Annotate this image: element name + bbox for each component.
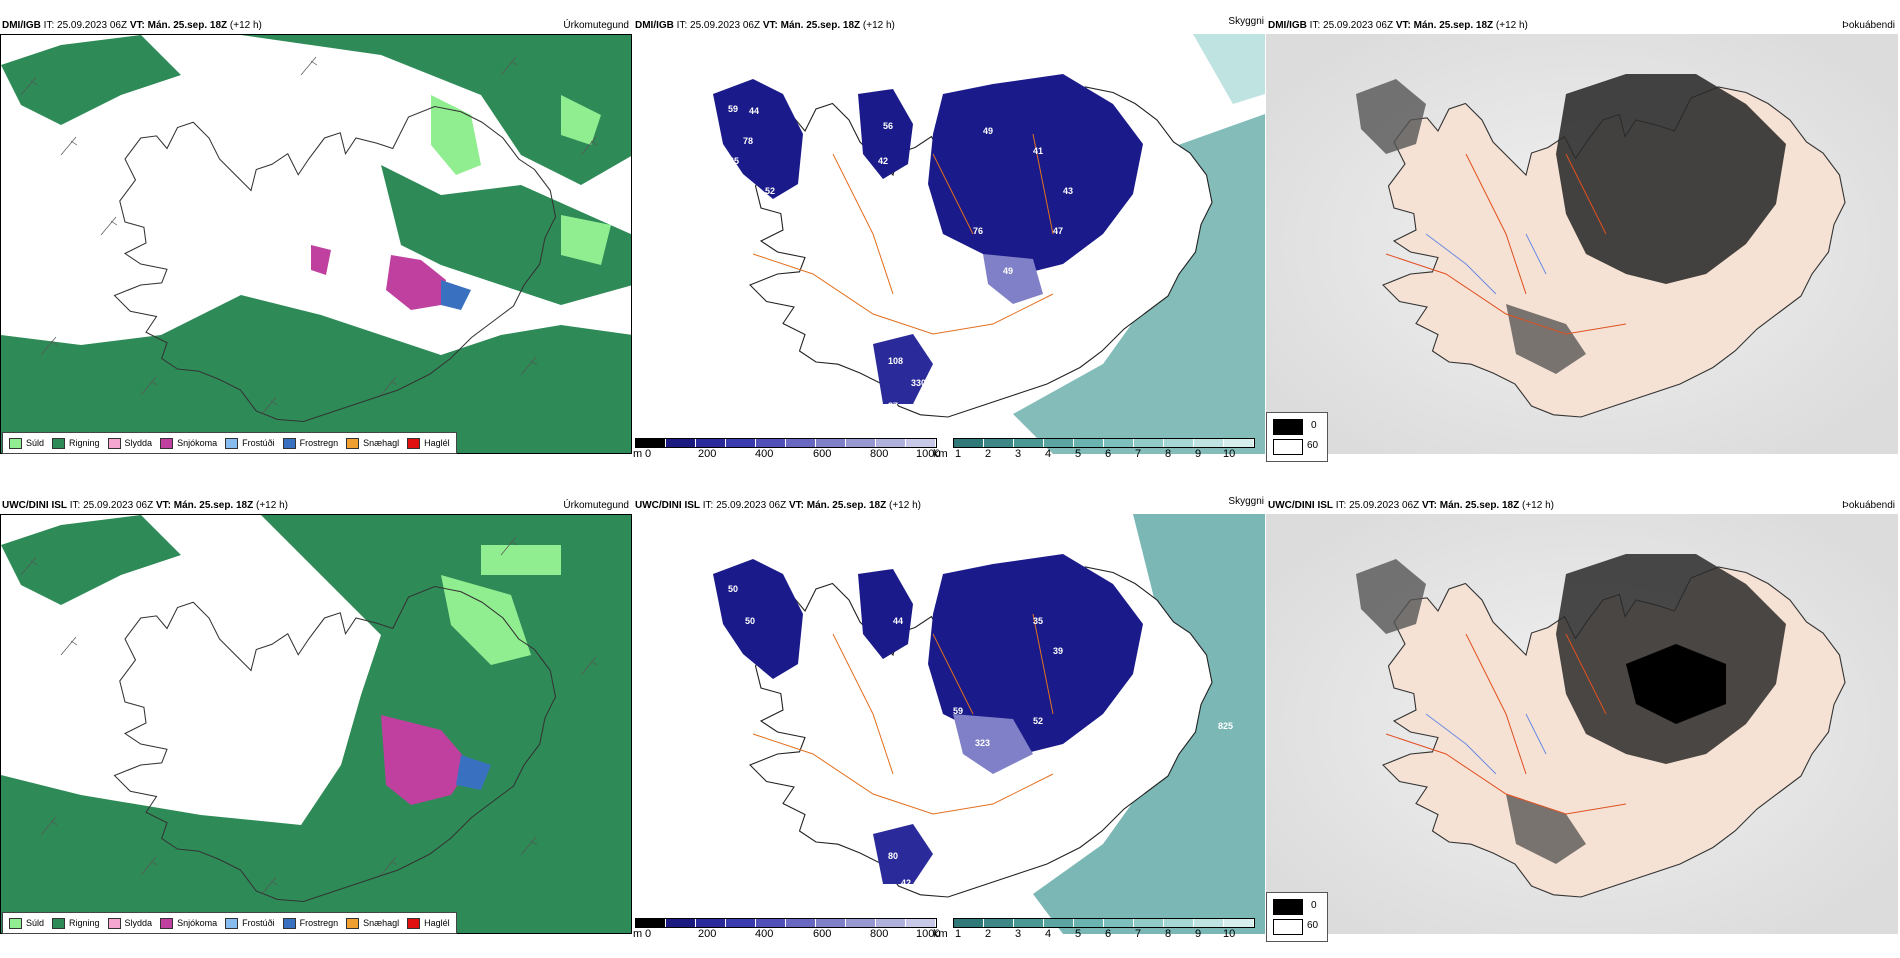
svg-text:825: 825: [1218, 721, 1233, 731]
panel-uwc-precip: UWC/DINI ISL IT: 25.09.2023 06Z VT: Mán.…: [0, 494, 633, 958]
visibility-colorbar: [953, 438, 1255, 448]
legend-item: Snjókoma: [160, 917, 217, 929]
legend-item: Súld: [9, 917, 44, 929]
legend-item: Haglél: [407, 437, 450, 449]
swatch-frostregn: [282, 437, 296, 449]
panel-uwc-cloud: UWC/DINI ISL IT: 25.09.2023 06Z VT: Mán.…: [633, 496, 1265, 940]
swatch-snjokoma: [160, 917, 174, 929]
svg-text:47: 47: [1053, 226, 1063, 236]
svg-text:42: 42: [901, 878, 911, 888]
svg-text:43: 43: [1063, 186, 1073, 196]
swatch-sudl: [9, 917, 22, 929]
visibility-colorbar: [953, 918, 1255, 928]
panel-title: DMI/IGB IT: 25.09.2023 06Z VT: Mán. 25.s…: [635, 20, 895, 31]
panel-title: UWC/DINI ISL IT: 25.09.2023 06Z VT: Mán.…: [635, 500, 921, 511]
panel-title: DMI/IGB IT: 25.09.2023 06Z VT: Mán. 25.s…: [1268, 20, 1528, 31]
panel-uwc-fog: UWC/DINI ISL IT: 25.09.2023 06Z VT: Mán.…: [1266, 494, 1899, 958]
fog-map: [1266, 514, 1898, 934]
legend-item: Haglél: [407, 917, 450, 929]
panel-field-label: Skyggni: [1228, 16, 1264, 27]
legend-item: Rigning: [52, 437, 100, 449]
swatch-slydda: [107, 437, 121, 449]
svg-text:37: 37: [888, 401, 898, 411]
precip-legend: Súld Rigning Slydda Snjókoma Frostúði Fr…: [2, 432, 457, 454]
swatch-sudl: [9, 437, 22, 449]
cloud-numbers-bottom: 50 50 44 35 39 59 323 52 80 42 825: [728, 584, 1233, 888]
legend-item: Snjókoma: [160, 437, 217, 449]
legend-item: Frostúði: [225, 917, 275, 929]
legend-item: Slydda: [107, 437, 152, 449]
swatch-snjokoma: [160, 437, 174, 449]
panel-dmi-fog: DMI/IGB IT: 25.09.2023 06Z VT: Mán. 25.s…: [1266, 14, 1899, 478]
svg-text:44: 44: [893, 616, 903, 626]
svg-text:65: 65: [729, 156, 739, 166]
svg-text:78: 78: [743, 136, 753, 146]
svg-text:59: 59: [953, 706, 963, 716]
panel-title: DMI/IGB IT: 25.09.2023 06Z VT: Mán. 25.s…: [2, 20, 262, 31]
legend-item: Frostregn: [282, 917, 338, 929]
panel-dmi-cloud: DMI/IGB IT: 25.09.2023 06Z VT: Mán. 25.s…: [633, 16, 1265, 460]
swatch-haglel: [407, 917, 421, 929]
cloudbase-colorbar: [635, 438, 937, 448]
swatch-haglel: [407, 437, 421, 449]
swatch-rigning: [52, 917, 66, 929]
cloud-numbers-top: 59 44 78 65 52 56 42 49 41 43 76 47 49 1…: [728, 104, 1073, 411]
fog-legend: 0 60: [1266, 892, 1328, 942]
svg-text:108: 108: [888, 356, 903, 366]
legend-item: Snæhagl: [346, 917, 399, 929]
legend-item: Rigning: [52, 917, 100, 929]
panel-field-label: Úrkomutegund: [563, 500, 629, 511]
panel-field-label: Þokuábendi: [1842, 20, 1895, 31]
svg-text:50: 50: [728, 584, 738, 594]
fog-legend: 0 60: [1266, 412, 1328, 462]
legend-item: Frostregn: [282, 437, 338, 449]
svg-text:41: 41: [1033, 146, 1043, 156]
svg-text:56: 56: [883, 121, 893, 131]
legend-item: Frostúði: [225, 437, 275, 449]
cloudbase-colorbar: [635, 918, 937, 928]
svg-text:52: 52: [765, 186, 775, 196]
panel-field-label: Skyggni: [1228, 496, 1264, 507]
swatch-snaehagl: [346, 437, 360, 449]
swatch-rigning: [52, 437, 66, 449]
legend-item: Snæhagl: [346, 437, 399, 449]
svg-text:330: 330: [911, 378, 926, 388]
swatch-slydda: [107, 917, 121, 929]
cloud-map: 59 44 78 65 52 56 42 49 41 43 76 47 49 1…: [633, 34, 1265, 454]
svg-text:44: 44: [749, 106, 759, 116]
svg-text:50: 50: [745, 616, 755, 626]
svg-text:80: 80: [888, 851, 898, 861]
legend-item: Súld: [9, 437, 44, 449]
precip-map: [0, 34, 632, 454]
panel-field-label: Úrkomutegund: [563, 20, 629, 31]
cloud-map: 50 50 44 35 39 59 323 52 80 42 825: [633, 514, 1265, 934]
svg-text:49: 49: [1003, 266, 1013, 276]
swatch-snaehagl: [346, 917, 360, 929]
panel-title: UWC/DINI ISL IT: 25.09.2023 06Z VT: Mán.…: [1268, 500, 1554, 511]
svg-text:52: 52: [1033, 716, 1043, 726]
svg-text:76: 76: [973, 226, 983, 236]
svg-text:59: 59: [728, 104, 738, 114]
svg-text:42: 42: [878, 156, 888, 166]
panel-field-label: Þokuábendi: [1842, 500, 1895, 511]
swatch-frostudi: [225, 437, 239, 449]
swatch-frostudi: [225, 917, 239, 929]
svg-text:49: 49: [983, 126, 993, 136]
svg-text:39: 39: [1053, 646, 1063, 656]
precip-map: [0, 514, 632, 934]
svg-text:323: 323: [975, 738, 990, 748]
precip-legend: Súld Rigning Slydda Snjókoma Frostúði Fr…: [2, 912, 457, 934]
panel-dmi-precip: DMI/IGB IT: 25.09.2023 06Z VT: Mán. 25.s…: [0, 14, 633, 478]
swatch-frostregn: [282, 917, 296, 929]
panel-title: UWC/DINI ISL IT: 25.09.2023 06Z VT: Mán.…: [2, 500, 288, 511]
svg-text:35: 35: [1033, 616, 1043, 626]
legend-item: Slydda: [107, 917, 152, 929]
fog-map: [1266, 34, 1898, 454]
